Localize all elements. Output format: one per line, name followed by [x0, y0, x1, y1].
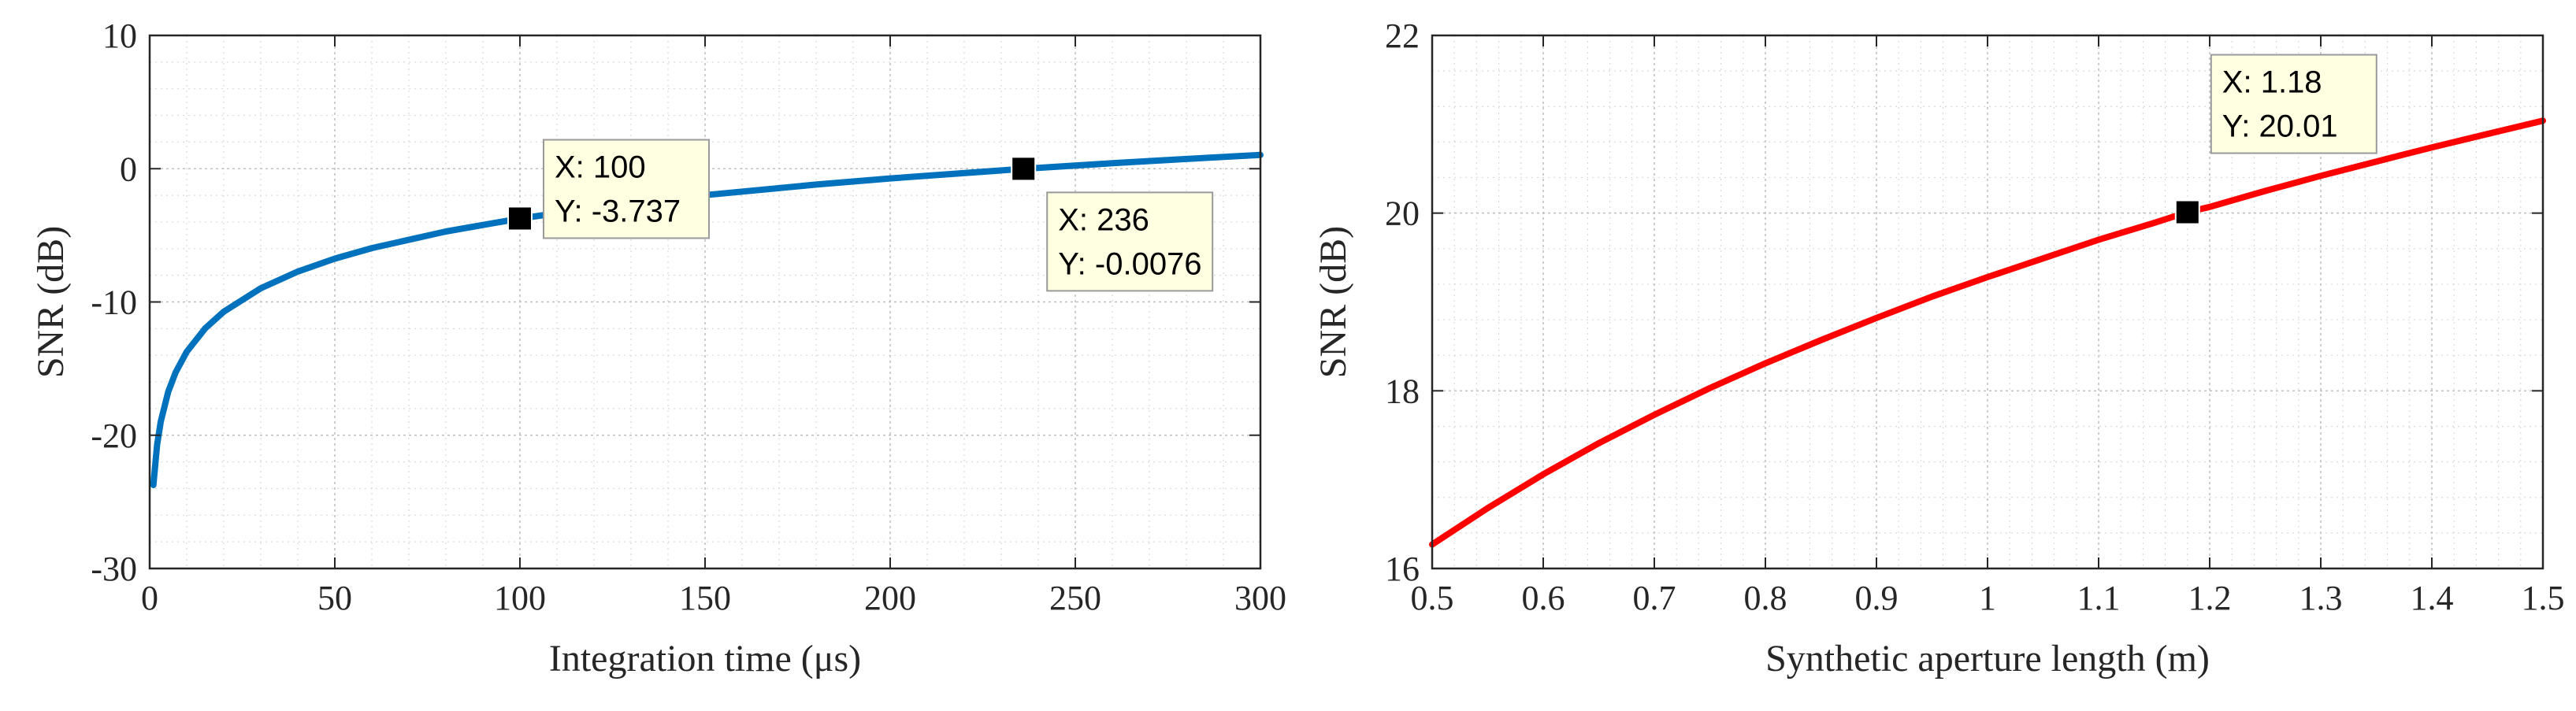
data-tip-box	[2210, 54, 2377, 154]
data-tip[interactable]: X: 236 Y: -0.0076	[1011, 156, 1214, 292]
data-tip-x-text: X: 236	[1058, 202, 1149, 237]
x-tick-label: 100	[494, 579, 546, 617]
x-tick-label: 0.7	[1633, 579, 1676, 617]
y-tick-label: 16	[1385, 550, 1420, 588]
x-tick-label: 0	[141, 579, 158, 617]
x-tick-label: 1.3	[2299, 579, 2343, 617]
data-tip-y-text: Y: -0.0076	[1058, 246, 1201, 281]
data-tip-marker[interactable]	[1011, 156, 1037, 182]
data-tip[interactable]: X: 1.18 Y: 20.01	[2174, 54, 2377, 225]
data-tip-box	[1046, 191, 1214, 292]
y-tick-label: -10	[91, 283, 137, 322]
y-tick-label: 18	[1385, 372, 1420, 410]
x-tick-label: 0.9	[1855, 579, 1899, 617]
y-tick-label: 10	[102, 17, 137, 55]
x-tick-label: 0.6	[1522, 579, 1565, 617]
data-tip-marker[interactable]	[507, 206, 533, 231]
x-tick-label: 0.8	[1744, 579, 1787, 617]
data-tip-y-text: Y: -3.737	[555, 194, 681, 228]
x-tick-label: 250	[1049, 579, 1101, 617]
series-line	[150, 151, 1264, 488]
y-tick-label: 0	[120, 150, 137, 188]
x-axis-label: Integration time (μs)	[549, 638, 861, 680]
x-tick-label: 150	[679, 579, 731, 617]
x-tick-label: 1.2	[2188, 579, 2232, 617]
y-axis-label: SNR (dB)	[1312, 226, 1354, 378]
x-tick-label: 0.5	[1411, 579, 1454, 617]
data-tip-y-text: Y: 20.01	[2222, 109, 2338, 144]
y-tick-label: -30	[91, 550, 137, 588]
data-tip[interactable]: X: 100 Y: -3.737	[507, 139, 710, 239]
chart-snr-vs-integration-time: 0 50 100 150 200 250 300 -30 -20 -10 0 10 Integratio…	[30, 17, 1286, 680]
data-tip-box	[543, 139, 710, 239]
series-line	[1429, 117, 2546, 548]
data-tip-x-text: X: 100	[555, 150, 646, 184]
x-tick-label: 200	[864, 579, 916, 617]
x-tick-label: 1.4	[2411, 579, 2454, 617]
x-tick-label: 50	[317, 579, 352, 617]
x-tick-label: 300	[1234, 579, 1286, 617]
x-tick-label: 1	[1979, 579, 1996, 617]
y-tick-label: 22	[1385, 17, 1420, 55]
x-tick-label: 1.5	[2522, 579, 2565, 617]
chart-snr-vs-aperture-length: 0.5 0.6 0.7 0.8 0.9 1 1.1 1.2 1.3 1.4 1.5 16 18 20 22 S…	[1312, 17, 2565, 680]
y-tick-label: 20	[1385, 194, 1420, 233]
data-tip-x-text: X: 1.18	[2222, 65, 2322, 100]
x-tick-label: 1.1	[2077, 579, 2121, 617]
x-axis-label: Synthetic aperture length (m)	[1765, 638, 2210, 680]
y-axis-label: SNR (dB)	[30, 226, 72, 378]
data-tip-marker[interactable]	[2174, 199, 2200, 225]
y-tick-label: -20	[91, 417, 137, 455]
